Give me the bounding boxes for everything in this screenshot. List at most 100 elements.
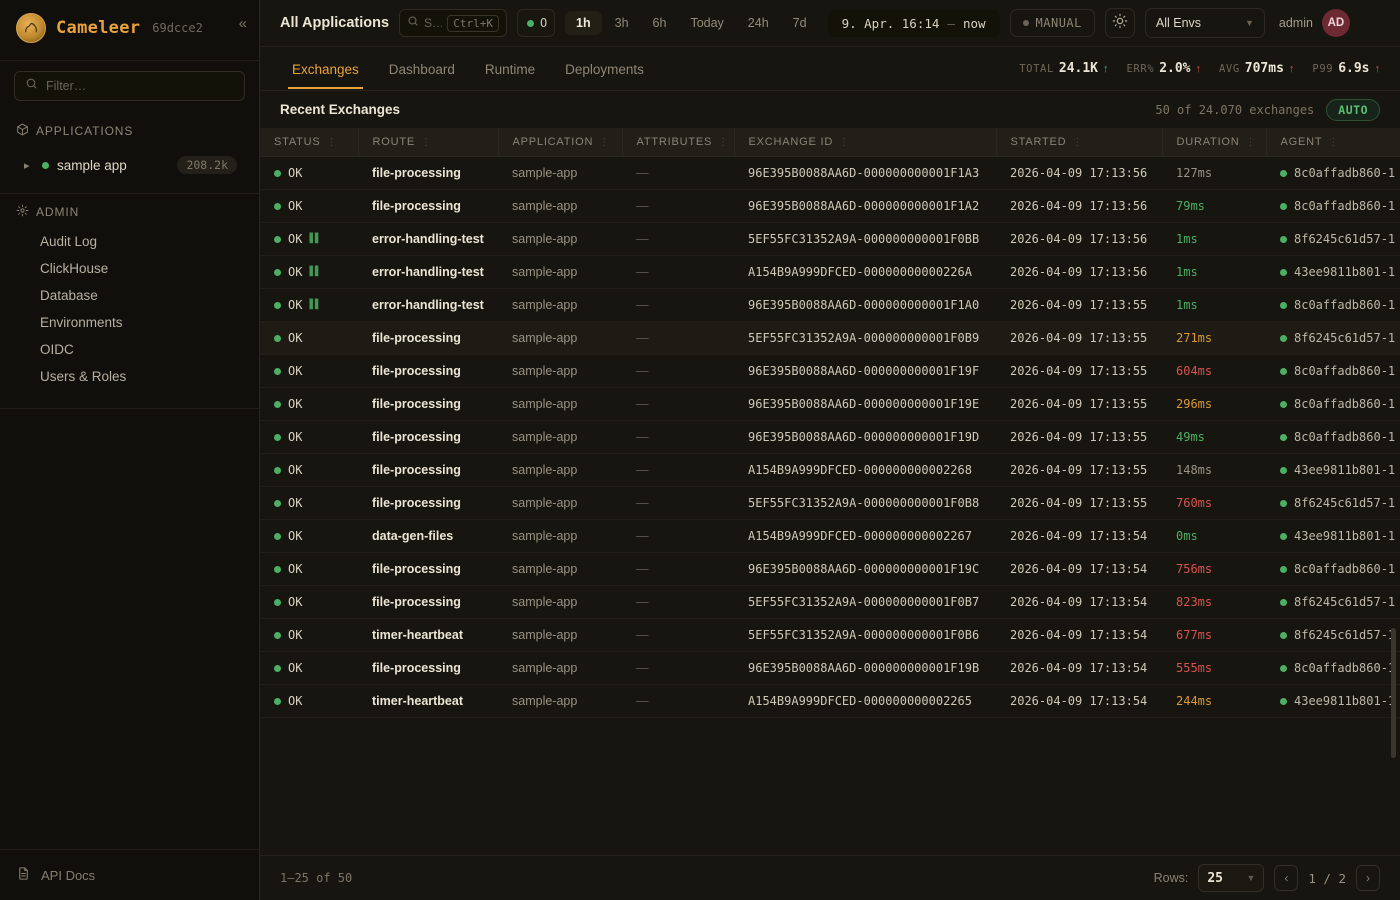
absolute-time-range[interactable]: 9. Apr. 16:14 — now xyxy=(827,9,1000,37)
table-row[interactable]: OK file-processing sample-app —96E395B0088A… xyxy=(260,651,1400,685)
col-status-label: STATUS xyxy=(274,136,321,148)
status-dot-ok xyxy=(274,466,281,474)
environment-select[interactable]: All Envs ▼ xyxy=(1144,8,1265,38)
cell-status: OK ▋▋ xyxy=(260,255,358,289)
table-row[interactable]: OK file-processing sample-app —96E395B0088A… xyxy=(260,189,1400,223)
sort-handle-icon[interactable]: ⋮ xyxy=(839,136,849,148)
cell-exchange-id: A154B9A999DFCED-000000000002265 xyxy=(734,684,996,718)
col-attributes[interactable]: ATTRIBUTES ⋮ xyxy=(622,128,735,157)
sidebar-item-oidc[interactable]: OIDC xyxy=(40,342,74,357)
cell-route: error-handling-test xyxy=(358,222,498,256)
sidebar-item-database[interactable]: Database xyxy=(40,288,98,303)
tab-runtime[interactable]: Runtime xyxy=(484,61,536,77)
sidebar-api-docs[interactable]: API Docs xyxy=(0,849,259,900)
metric-p99-key: P99 xyxy=(1312,63,1334,75)
sort-handle-icon[interactable]: ⋮ xyxy=(326,136,337,148)
pagination-controls: Rows: 25 ▼ ‹ 1 / 2 › xyxy=(1154,864,1380,892)
table-row[interactable]: OK ▋▋ error-handling-test sample-app — A154B9… xyxy=(260,255,1400,289)
scrollbar-track[interactable] xyxy=(1391,128,1398,855)
cell-status: OK xyxy=(260,420,358,454)
chevron-right-icon[interactable]: ▸ xyxy=(24,159,30,172)
table-row[interactable]: OK data-gen-files sample-app — A154B9A999DFC… xyxy=(260,519,1400,553)
cell-started: 2026-04-09 17:13:54 xyxy=(996,618,1162,652)
cell-duration: 555ms xyxy=(1162,651,1266,685)
agent-name: 8f6245c61d57-1 xyxy=(1294,628,1396,642)
manual-refresh-toggle[interactable]: MANUAL xyxy=(1009,9,1095,37)
col-exchange-id[interactable]: EXCHANGE ID ⋮ xyxy=(734,128,997,157)
scrollbar-thumb[interactable] xyxy=(1391,628,1396,758)
user-menu[interactable]: admin AD xyxy=(1279,9,1350,37)
table-row[interactable]: OK ▋▋ error-handling-test sample-app —5EF55F… xyxy=(260,222,1400,256)
agent-name: 43ee9811b801-1 xyxy=(1294,529,1396,543)
theme-toggle-button[interactable] xyxy=(1104,8,1135,38)
sort-handle-icon[interactable]: ⋮ xyxy=(1245,136,1256,148)
sidebar-item-clickhouse[interactable]: ClickHouse xyxy=(40,261,109,276)
cell-exchange-id: A154B9A999DFCED-000000000002267 xyxy=(734,519,996,553)
range-7d[interactable]: 7d xyxy=(792,16,807,30)
sort-handle-icon[interactable]: ⋮ xyxy=(599,136,609,148)
col-agent[interactable]: AGENT ⋮ xyxy=(1266,128,1400,157)
cell-agent: 8f6245c61d57-1 xyxy=(1266,222,1400,256)
auto-refresh-badge[interactable]: AUTO xyxy=(1326,98,1380,121)
table-row[interactable]: OK timer-heartbeat sample-app —5EF55FC31352… xyxy=(260,618,1400,652)
table-row[interactable]: OK file-processing sample-app —5EF55FC31352… xyxy=(260,486,1400,520)
range-3h[interactable]: 3h xyxy=(614,16,629,30)
col-status[interactable]: STATUS ⋮ xyxy=(260,128,359,157)
tab-deployments[interactable]: Deployments xyxy=(565,61,644,77)
table-row[interactable]: OK file-processing sample-app — A154B9A999DF… xyxy=(260,453,1400,487)
cell-exchange-id: A154B9A999DFCED-00000000000226A xyxy=(734,255,996,289)
range-24h[interactable]: 24h xyxy=(747,16,769,30)
exchanges-table: STATUS ⋮ ROUTE ⋮ APPLICATION ⋮ ATTRIBUTES ⋮ … xyxy=(260,128,1400,718)
table-row[interactable]: OK file-processing sample-app —5EF55FC31352… xyxy=(260,321,1400,355)
live-status-indicator[interactable]: O xyxy=(517,9,556,37)
table-row[interactable]: OK file-processing sample-app —96E395B0088A… xyxy=(260,156,1400,190)
table-row[interactable]: OK file-processing sample-app —96E395B0088A… xyxy=(260,387,1400,421)
col-attributes-label: ATTRIBUTES xyxy=(636,136,713,148)
cell-duration: 49ms xyxy=(1162,420,1266,454)
agent-status-dot xyxy=(1280,334,1287,342)
table-row[interactable]: OK file-processing sample-app —96E395B0088A… xyxy=(260,354,1400,388)
table-row[interactable]: OK file-processing sample-app —96E395B0088A… xyxy=(260,420,1400,454)
sidebar-item-environments[interactable]: Environments xyxy=(40,315,123,330)
col-duration[interactable]: DURATION ⋮ xyxy=(1162,128,1267,157)
table-header-row: STATUS ⋮ ROUTE ⋮ APPLICATION ⋮ ATTRIBUTES ⋮ … xyxy=(260,128,1400,157)
section-title: Recent Exchanges xyxy=(280,102,401,117)
rows-per-page-select[interactable]: 25 ▼ xyxy=(1198,864,1265,892)
col-route[interactable]: ROUTE ⋮ xyxy=(358,128,499,157)
status-dot-ok xyxy=(274,499,281,507)
metric-avg-value: 707ms xyxy=(1244,61,1284,76)
cell-exchange-id: 5EF55FC31352A9A-000000000001F0B8 xyxy=(734,486,996,520)
sidebar-filter[interactable] xyxy=(14,71,245,101)
table-row[interactable]: OK timer-heartbeat sample-app — A154B9A999DF… xyxy=(260,684,1400,718)
sidebar-filter-input[interactable] xyxy=(46,79,234,93)
sidebar-item-audit-log[interactable]: Audit Log xyxy=(40,234,98,249)
sidebar-item-sample-app[interactable]: ▸ sample app 208.2k xyxy=(14,151,245,179)
range-1h[interactable]: 1h xyxy=(565,11,602,35)
cell-exchange-id: 96E395B0088AA6D-000000000001F19E xyxy=(734,387,996,421)
table-row[interactable]: OK file-processing sample-app —5EF55FC31352… xyxy=(260,585,1400,619)
table-row[interactable]: OK ▋▋ error-handling-test sample-app —96E395… xyxy=(260,288,1400,322)
sort-handle-icon[interactable]: ⋮ xyxy=(1328,136,1338,148)
tab-dashboard[interactable]: Dashboard xyxy=(388,61,455,77)
col-started[interactable]: STARTED ⋮ xyxy=(996,128,1163,157)
table-row[interactable]: OK file-processing sample-app —96E395B0088A… xyxy=(260,552,1400,586)
chevrons-left-icon[interactable]: « xyxy=(238,15,247,32)
sidebar-item-users-roles[interactable]: Users & Roles xyxy=(40,369,127,384)
status-dot-ok xyxy=(274,565,281,573)
status-dot-ok xyxy=(274,301,281,309)
cell-duration: 296ms xyxy=(1162,387,1266,421)
tab-exchanges[interactable]: Exchanges xyxy=(280,50,371,89)
sort-handle-icon[interactable]: ⋮ xyxy=(1072,136,1082,148)
cell-status: OK xyxy=(260,684,358,718)
range-today[interactable]: Today xyxy=(690,16,724,30)
sort-handle-icon[interactable]: ⋮ xyxy=(718,136,728,148)
range-6h[interactable]: 6h xyxy=(652,16,667,30)
col-application[interactable]: APPLICATION ⋮ xyxy=(498,128,623,157)
cell-application: sample-app xyxy=(498,519,622,553)
next-page-button[interactable]: › xyxy=(1356,865,1380,891)
agent-status-dot xyxy=(1280,202,1287,210)
global-search[interactable]: S… Ctrl+K xyxy=(399,9,508,37)
sort-handle-icon[interactable]: ⋮ xyxy=(421,136,431,148)
prev-page-button[interactable]: ‹ xyxy=(1274,865,1299,891)
metric-p99: P99 6.9s ↑ xyxy=(1312,61,1380,76)
